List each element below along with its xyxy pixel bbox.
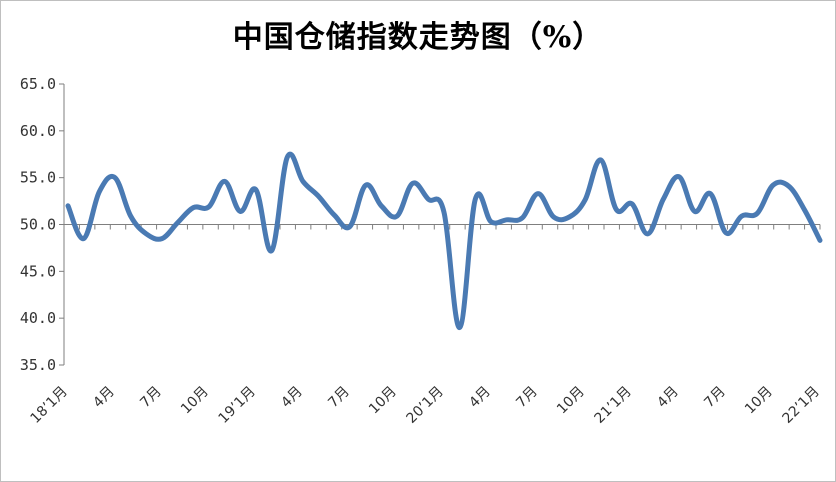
data-point — [818, 238, 823, 243]
data-point — [567, 215, 572, 220]
data-point — [614, 207, 619, 212]
data-point — [301, 179, 306, 184]
x-tick-label: 10月 — [178, 384, 212, 418]
data-point — [285, 155, 290, 160]
data-point — [739, 214, 744, 219]
data-point — [316, 194, 321, 199]
data-point — [113, 175, 118, 180]
data-point — [551, 215, 556, 220]
data-point — [504, 217, 509, 222]
x-tick-label: 4月 — [278, 384, 306, 412]
data-point — [630, 201, 635, 206]
data-point — [66, 203, 71, 208]
data-point — [175, 220, 180, 225]
data-point — [128, 214, 133, 219]
x-tick-label: 4月 — [654, 384, 682, 412]
y-tick-label: 35.0 — [20, 356, 56, 374]
data-point — [645, 231, 650, 236]
x-tick-label: 22’1月 — [780, 384, 823, 427]
chart-title: 中国仓储指数走势图（%） — [232, 20, 604, 55]
data-point — [410, 181, 415, 186]
data-point — [222, 179, 227, 184]
data-point — [269, 248, 274, 253]
data-point — [583, 198, 588, 203]
x-tick-label: 4月 — [466, 384, 494, 412]
data-point — [677, 174, 682, 179]
y-tick-label: 55.0 — [20, 169, 56, 187]
x-tick-label: 20’1月 — [404, 384, 447, 427]
data-point — [348, 224, 353, 229]
y-tick-label: 45.0 — [20, 262, 56, 280]
data-point — [786, 184, 791, 189]
x-tick-label: 21’1月 — [592, 384, 635, 427]
y-tick-label: 65.0 — [20, 75, 56, 93]
data-point — [802, 207, 807, 212]
data-point — [598, 157, 603, 162]
y-tick-label: 40.0 — [20, 309, 56, 327]
data-point — [238, 209, 243, 214]
data-point — [755, 211, 760, 216]
data-point — [724, 230, 729, 235]
x-tick-label: 7月 — [137, 384, 165, 412]
data-point — [332, 213, 337, 218]
y-tick-label: 50.0 — [20, 216, 56, 234]
series-line — [65, 151, 823, 331]
data-point — [661, 197, 666, 202]
data-point — [97, 189, 102, 194]
data-point — [708, 191, 713, 196]
x-tick-label: 10月 — [366, 384, 400, 418]
x-tick-label: 7月 — [513, 384, 541, 412]
x-tick-label: 18’1月 — [28, 384, 71, 427]
data-point — [81, 236, 86, 241]
data-point — [254, 187, 259, 192]
data-point — [692, 209, 697, 214]
data-point — [395, 214, 400, 219]
data-point — [144, 231, 149, 236]
x-tick-label: 7月 — [701, 384, 729, 412]
data-point — [207, 204, 212, 209]
data-point — [536, 191, 541, 196]
data-point — [160, 236, 165, 241]
data-point — [191, 205, 196, 210]
data-point — [426, 197, 431, 202]
x-tick-label: 19’1月 — [216, 384, 259, 427]
x-tick-label: 4月 — [90, 384, 118, 412]
data-point — [379, 203, 384, 208]
data-point — [457, 325, 462, 330]
data-point — [489, 219, 494, 224]
x-tick-label: 7月 — [325, 384, 353, 412]
data-point — [473, 197, 478, 202]
data-point — [442, 210, 447, 215]
y-tick-label: 60.0 — [20, 122, 56, 140]
data-point — [363, 183, 368, 188]
x-tick-label: 10月 — [554, 384, 588, 418]
data-point — [520, 215, 525, 220]
x-tick-label: 10月 — [742, 384, 776, 418]
data-point — [771, 183, 776, 188]
